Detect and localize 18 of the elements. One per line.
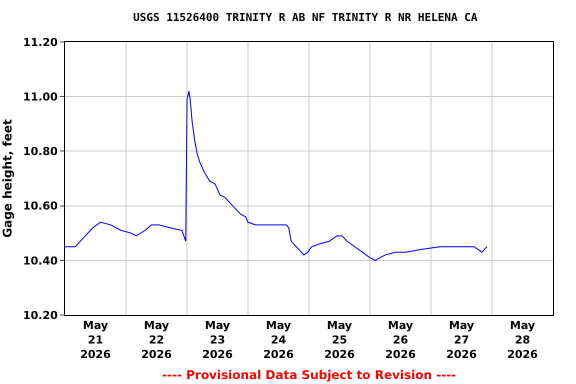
x-tick-label: May 28 2026 [507,319,538,361]
y-axis-title: Gage height, feet [0,119,14,238]
x-tick-label: May 21 2026 [80,319,112,361]
x-tick-label: May 23 2026 [202,319,234,361]
y-tick-label: 11.00 [23,90,58,104]
y-tick-label: 10.80 [23,145,58,158]
y-tick-label: 10.20 [23,308,58,322]
chart-title: USGS 11526400 TRINITY R AB NF TRINITY R NR HELENA CA [133,11,478,24]
y-tick-label: 11.20 [23,36,58,49]
y-tick-label: 10.60 [23,200,58,213]
x-tick-label: May 26 2026 [385,319,416,361]
line-series [65,90,488,261]
x-tick-label: May 22 2026 [141,319,172,361]
y-tick-label: 10.40 [23,254,58,268]
x-tick-label: May 27 2026 [446,319,478,361]
x-tick-label: May 25 2026 [324,319,356,361]
x-tick-label: May 24 2026 [263,319,294,361]
text: ---- Provisional Data Subject to Revision ---- [162,368,456,382]
